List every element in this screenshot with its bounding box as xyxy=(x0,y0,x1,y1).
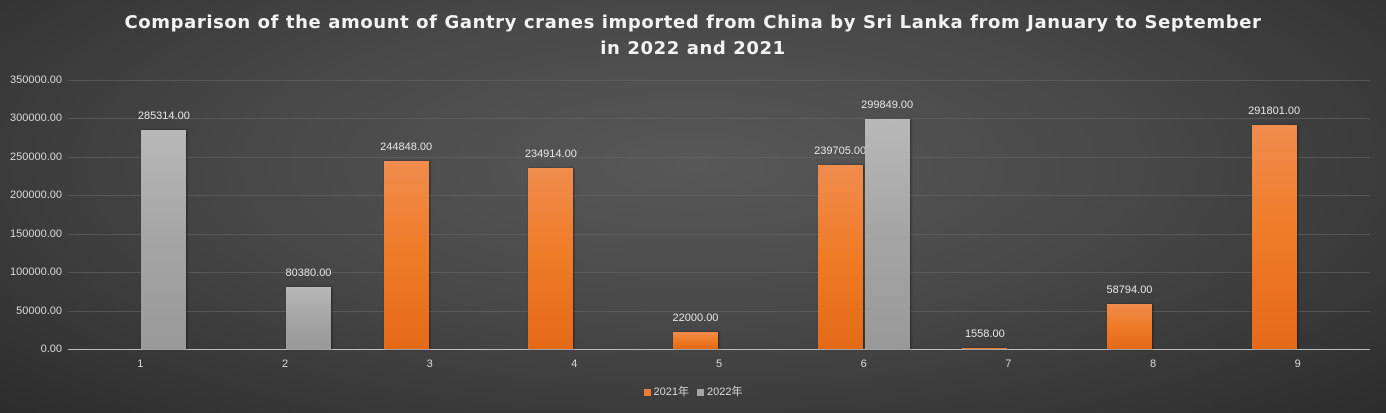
gridline xyxy=(68,156,1370,158)
data-label: 58794.00 xyxy=(1106,283,1153,296)
plot-area: 285314.00 80380.00 244848.00 234914.00 22000… xyxy=(68,80,1370,350)
gridline xyxy=(68,195,1370,197)
data-label: 291801.00 xyxy=(1248,104,1301,117)
bar-2021-month-7[interactable] xyxy=(962,347,1008,349)
gridline xyxy=(68,233,1370,235)
x-tick-label: 1 xyxy=(137,358,144,370)
bar-2021-month-4[interactable] xyxy=(528,168,574,349)
chart-title: Comparison of the amount of Gantry crane… xyxy=(0,10,1386,62)
y-tick-label: 350000.00 xyxy=(10,74,62,86)
data-label: 239705.00 xyxy=(814,144,867,157)
gridline xyxy=(68,80,1370,81)
legend-label-2022: 2022年 xyxy=(707,386,743,398)
data-label: 80380.00 xyxy=(285,267,332,280)
legend-label-2021: 2021年 xyxy=(653,386,689,398)
bar-2021-month-3[interactable] xyxy=(383,160,429,349)
gridline xyxy=(68,272,1370,274)
chart-title-line-2: in 2022 and 2021 xyxy=(600,38,786,59)
x-tick-label: 3 xyxy=(426,358,433,370)
y-tick-label: 250000.00 xyxy=(10,150,62,163)
gridline xyxy=(68,118,1370,120)
gridline xyxy=(68,310,1370,312)
legend-swatch-2021 xyxy=(643,388,651,396)
bar-2021-month-5[interactable] xyxy=(673,332,718,349)
y-tick-label: 50000.00 xyxy=(16,304,62,317)
x-tick-label: 6 xyxy=(860,358,867,370)
data-label: 299849.00 xyxy=(861,98,914,111)
bar-2022-month-1[interactable] xyxy=(141,129,187,349)
data-label: 244848.00 xyxy=(380,140,433,153)
y-tick-label: 0.00 xyxy=(40,343,62,355)
y-tick-label: 150000.00 xyxy=(10,227,62,240)
legend-swatch-2022 xyxy=(697,388,704,396)
chart-title-line-1: Comparison of the amount of Gantry crane… xyxy=(124,12,1262,33)
y-tick-label: 100000.00 xyxy=(10,266,62,279)
legend-item-2021[interactable]: 2021年 xyxy=(643,385,689,399)
bar-2021-month-9[interactable] xyxy=(1251,124,1297,349)
bar-2021-month-8[interactable] xyxy=(1107,303,1152,349)
x-axis-line xyxy=(68,349,1370,350)
x-tick-label: 5 xyxy=(715,358,723,370)
y-tick-label: 200000.00 xyxy=(10,189,62,202)
bar-2022-month-2[interactable] xyxy=(286,287,331,349)
data-label: 22000.00 xyxy=(672,312,719,325)
legend: 2021年 2022年 xyxy=(0,385,1386,399)
legend-item-2022[interactable]: 2022年 xyxy=(697,385,742,399)
data-label: 1558.00 xyxy=(964,327,1005,340)
data-label: 285314.00 xyxy=(137,109,190,122)
x-tick-label: 4 xyxy=(571,358,578,370)
y-tick-label: 300000.00 xyxy=(10,112,62,125)
data-label: 234914.00 xyxy=(524,148,577,161)
x-tick-label: 9 xyxy=(1294,358,1301,370)
bar-2022-month-6[interactable] xyxy=(864,118,910,349)
bar-2021-month-6[interactable] xyxy=(817,164,863,349)
x-tick-label: 2 xyxy=(281,358,289,370)
x-tick-label: 7 xyxy=(1005,358,1012,370)
x-tick-label: 8 xyxy=(1149,358,1157,370)
